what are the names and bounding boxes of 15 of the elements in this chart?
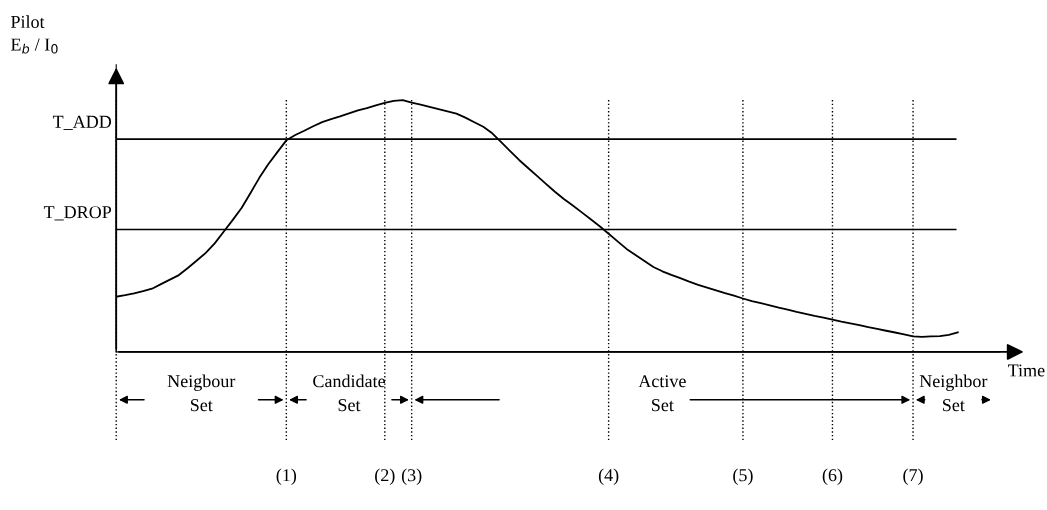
x-tick-label: (2) bbox=[375, 468, 395, 485]
x-tick-label: (7) bbox=[903, 468, 923, 485]
x-tick-label: (1) bbox=[276, 468, 297, 485]
ref-line-label: T_DROP bbox=[43, 206, 112, 221]
y-axis-title: Pilot E$_{b}$ / I$_{0}$ bbox=[10, 15, 58, 54]
ref-line-label: T_ADD bbox=[52, 115, 112, 130]
text: Neighbor Set bbox=[919, 374, 988, 412]
x-axis-title: Time bbox=[1007, 364, 1045, 377]
x-tick-label: (6) bbox=[822, 468, 843, 485]
x-tick-label: (4) bbox=[598, 468, 619, 485]
text: Neigbour Set bbox=[167, 374, 236, 412]
x-tick-label: (5) bbox=[733, 468, 753, 485]
text: Active Set bbox=[638, 375, 686, 412]
x-tick-label: (3) bbox=[401, 468, 422, 485]
text: Candidate Set bbox=[313, 374, 385, 412]
